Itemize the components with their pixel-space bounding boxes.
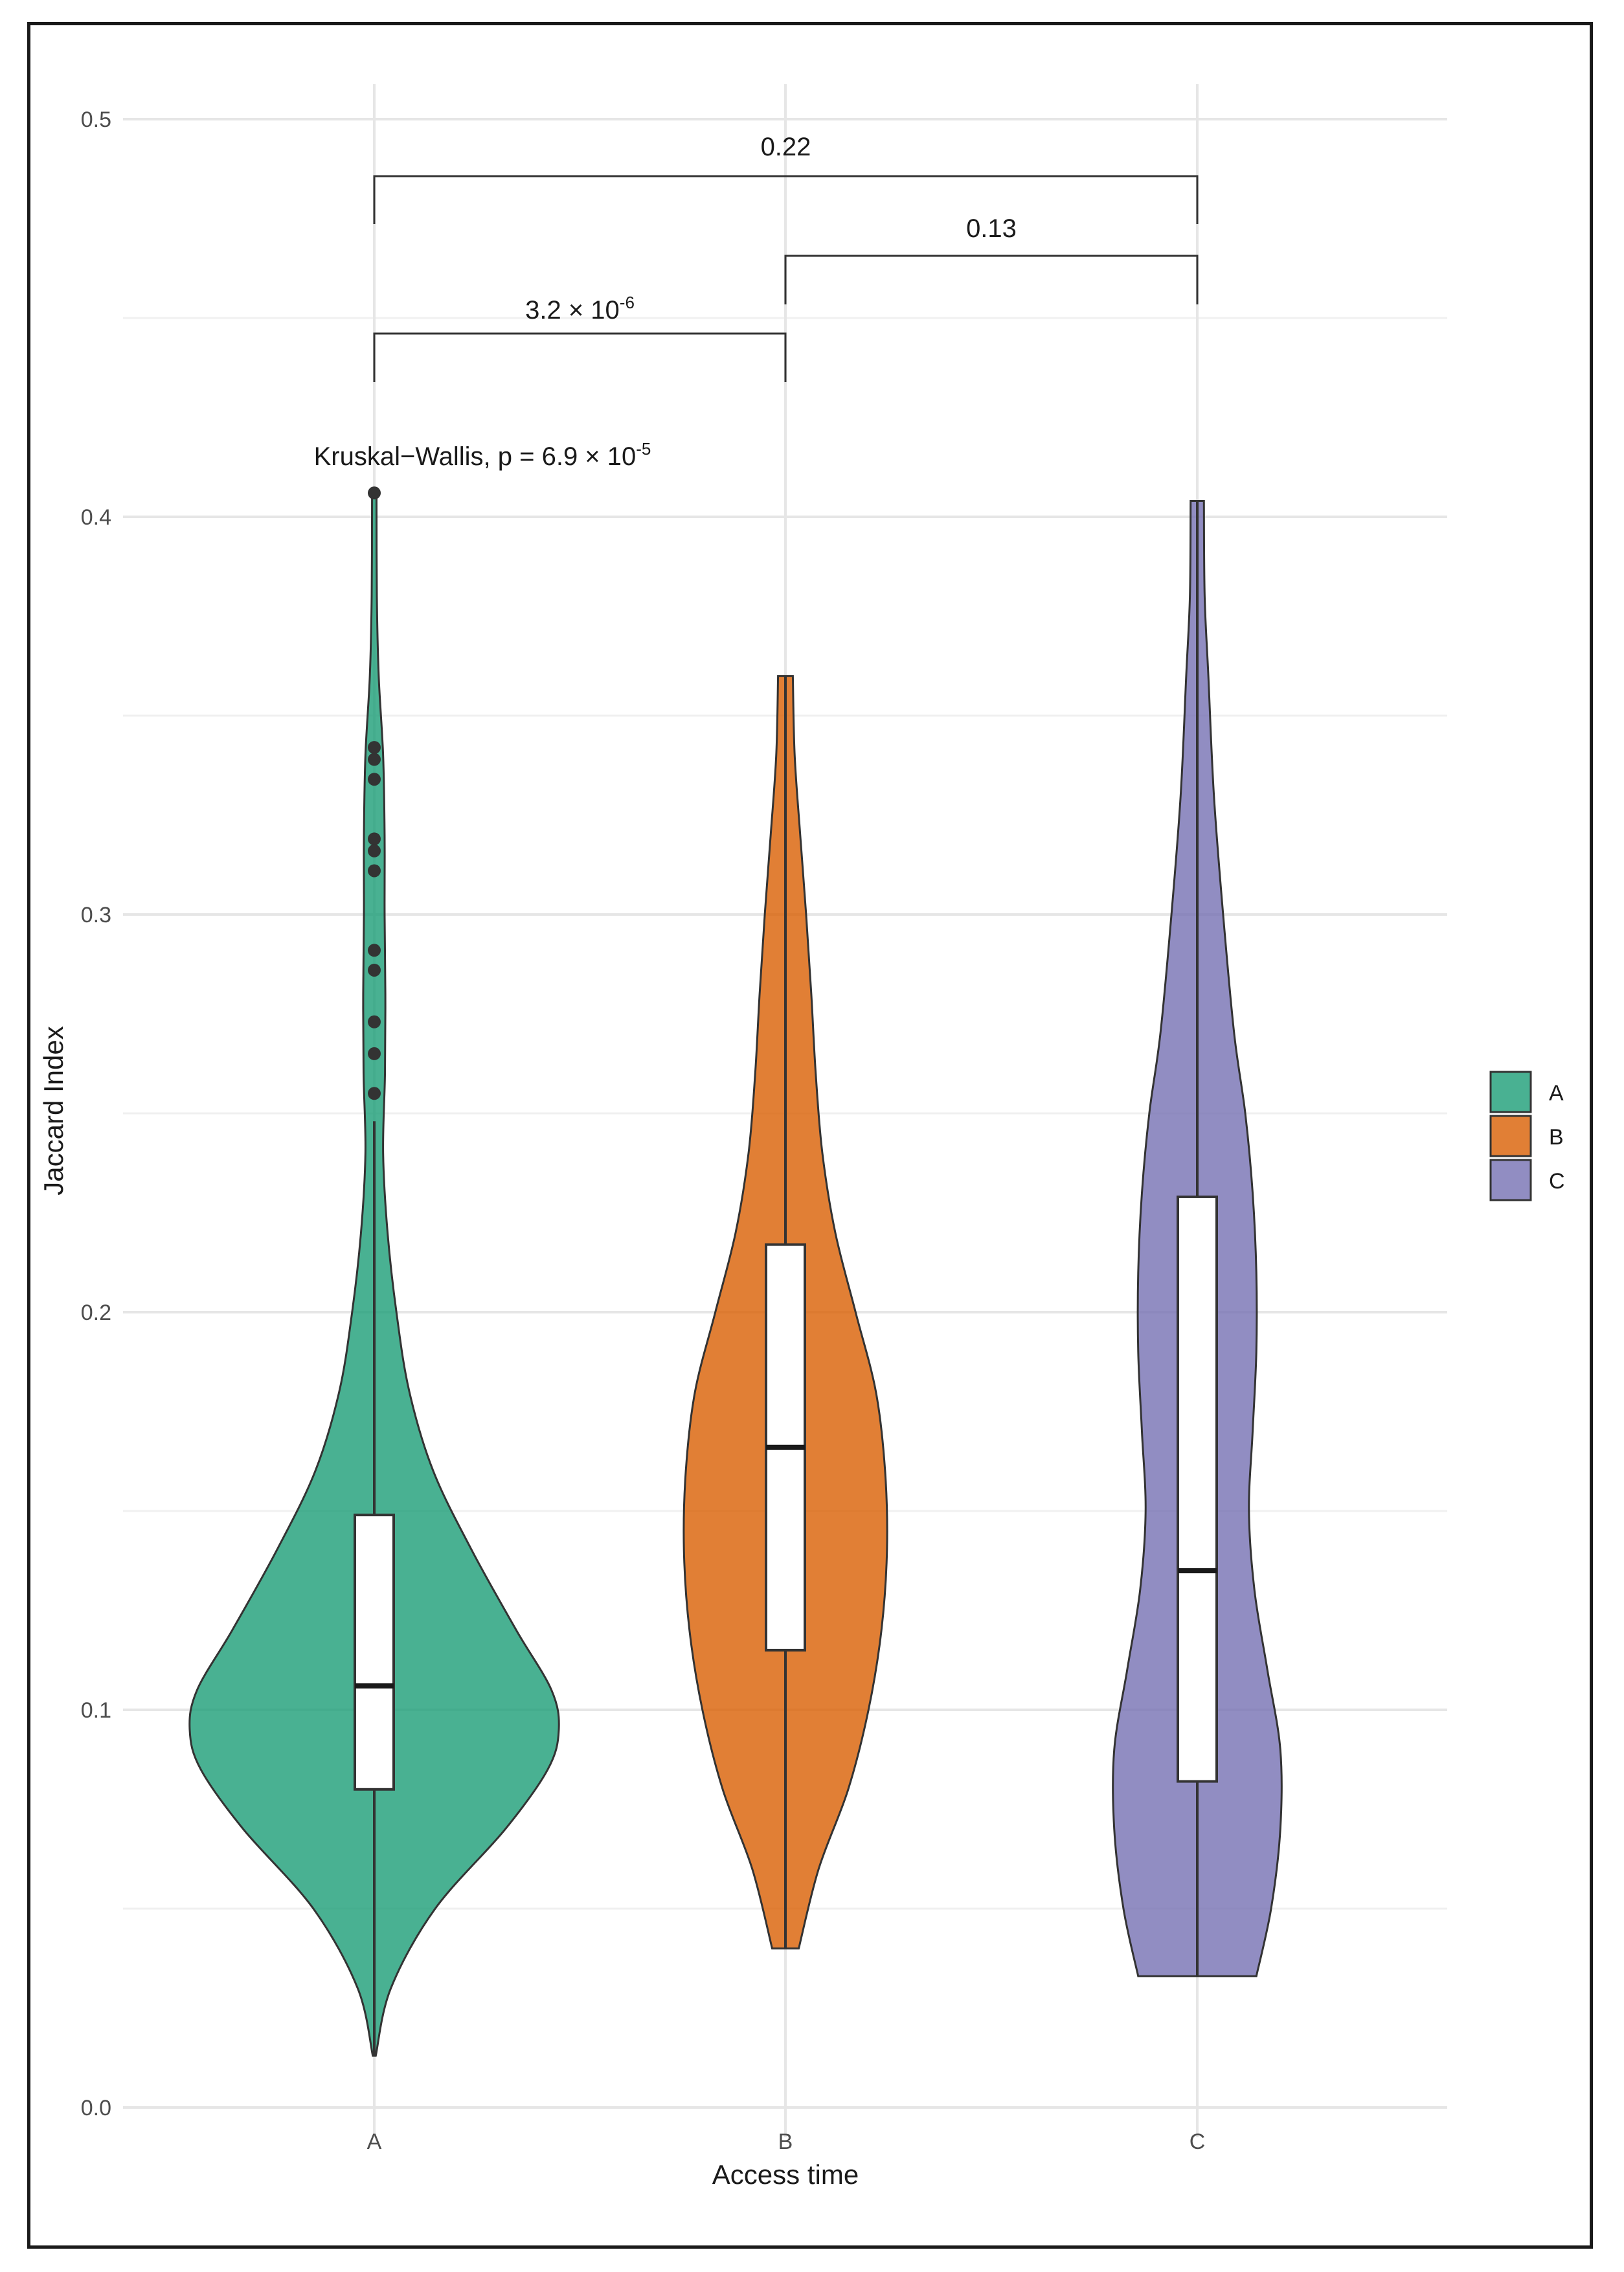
outlier-point-A bbox=[368, 1047, 381, 1060]
kruskal-wallis-label: Kruskal−Wallis, p = 6.9 × 10-5 bbox=[314, 439, 651, 471]
y-tick-label: 0.0 bbox=[81, 2096, 111, 2120]
legend-label-B: B bbox=[1549, 1125, 1564, 1150]
outlier-point-A bbox=[368, 753, 381, 766]
legend-label-A: A bbox=[1549, 1081, 1564, 1106]
legend: ABC bbox=[1489, 1071, 1565, 1201]
outlier-point-A bbox=[368, 741, 381, 755]
y-tick-label: 0.1 bbox=[81, 1698, 111, 1723]
bracket-label-A-C: 0.22 bbox=[761, 133, 811, 161]
y-tick-label: 0.4 bbox=[81, 505, 111, 530]
legend-swatch-C bbox=[1489, 1159, 1532, 1201]
box-C bbox=[1177, 1195, 1218, 1783]
x-axis-title: Access time bbox=[712, 2159, 859, 2190]
bracket-A-B bbox=[373, 332, 787, 382]
bracket-label-B-C: 0.13 bbox=[966, 214, 1017, 243]
outlier-point-A bbox=[368, 844, 381, 858]
y-tick-label: 0.5 bbox=[81, 108, 111, 132]
y-tick-labels: 0.0 0.1 0.2 0.3 0.4 0.5 bbox=[81, 108, 111, 2120]
bracket-A-C bbox=[373, 175, 1199, 224]
violins bbox=[188, 492, 1283, 2057]
legend-swatch-B bbox=[1489, 1115, 1532, 1157]
outlier-point-A bbox=[368, 486, 381, 500]
box-A bbox=[354, 1514, 395, 1791]
bracket-label-A-B: 3.2 × 10-6 bbox=[525, 293, 635, 324]
outlier-point-A bbox=[368, 773, 381, 786]
outlier-point-A bbox=[368, 963, 381, 977]
legend-swatch-A bbox=[1489, 1071, 1532, 1113]
y-tick-label: 0.2 bbox=[81, 1301, 111, 1325]
outlier-point-A bbox=[368, 1015, 381, 1028]
outlier-points bbox=[368, 486, 381, 1100]
x-tick-label: B bbox=[778, 2130, 793, 2154]
y-tick-label: 0.3 bbox=[81, 903, 111, 927]
bracket-B-C bbox=[784, 255, 1199, 304]
outlier-point-A bbox=[368, 832, 381, 846]
legend-label-C: C bbox=[1549, 1169, 1565, 1194]
y-axis-title: Jaccard Index bbox=[38, 1026, 69, 1195]
outlier-point-A bbox=[368, 944, 381, 957]
significance-brackets: 3.2 × 10-6 0.13 0.22 Kruskal−Wallis, p = 6.… bbox=[314, 133, 1199, 471]
x-tick-label: A bbox=[367, 2130, 382, 2154]
x-tick-label: C bbox=[1190, 2130, 1206, 2154]
boxplots bbox=[354, 501, 1218, 2056]
outlier-point-A bbox=[368, 864, 381, 878]
outlier-point-A bbox=[368, 1087, 381, 1100]
x-tick-labels: A B C bbox=[367, 2130, 1206, 2154]
